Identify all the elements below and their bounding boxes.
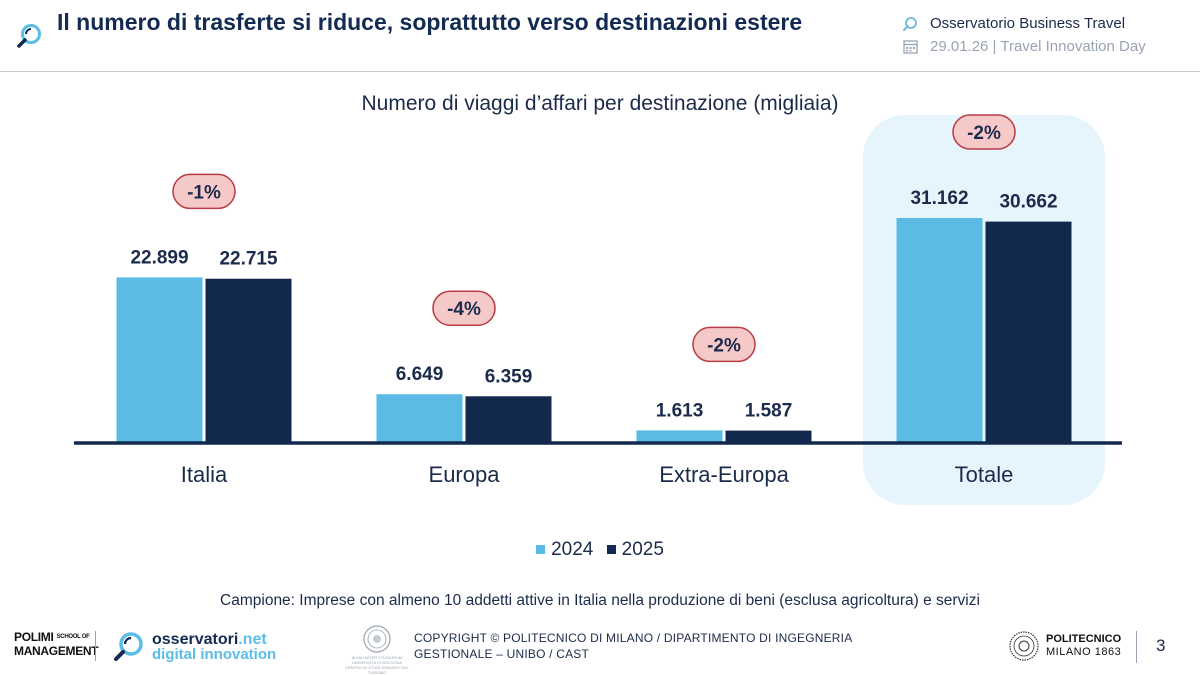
page-number: 3 (1156, 636, 1166, 655)
legend-label-2025: 2025 (621, 538, 664, 560)
header-info: Osservatorio Business Travel 29.01.26 | … (900, 12, 1146, 58)
copyright-line1: COPYRIGHT © POLITECNICO DI MILANO / DIPA… (414, 631, 853, 645)
copyright-line2: GESTIONALE – UNIBO / CAST (414, 647, 590, 661)
magnifier-logo-icon (114, 632, 143, 661)
politecnico-line1: POLITECNICO (1046, 633, 1122, 645)
category-label: Totale (955, 462, 1014, 487)
bar-2024-europa (376, 394, 463, 442)
polimi-school-logo: POLIMI SCHOOL OF MANAGEMENT (14, 630, 99, 658)
category-label: Italia (181, 462, 228, 487)
bar-2024-totale (896, 218, 983, 442)
change-label: -2% (707, 335, 741, 356)
unibo-line2: UNIVERSITÀ DI BOLOGNA (351, 660, 402, 665)
bar-2025-europa (465, 396, 552, 442)
osservatori-name: osservatori (152, 631, 239, 648)
data-label: 1.587 (745, 401, 793, 422)
unibo-line1: ALMA MATER STUDIORUM (351, 655, 403, 660)
bar-2025-totale (985, 221, 1072, 442)
legend-swatch-2025 (606, 545, 616, 554)
polimi-line1: POLIMI (14, 630, 54, 644)
event-date: 29.01.26 | Travel Innovation Day (930, 38, 1146, 55)
osservatori-tagline: digital innovation (152, 646, 277, 663)
data-label: 1.613 (656, 400, 704, 421)
chart-legend: 2024 2025 (0, 538, 1200, 561)
legend-item-2024: 2024 (536, 539, 593, 561)
polimi-school-of: SCHOOL OF (56, 634, 90, 640)
data-label: 31.162 (910, 188, 968, 209)
category-label: Europa (429, 462, 501, 487)
calendar-icon (903, 39, 918, 54)
politecnico-line2: MILANO 1863 (1046, 646, 1122, 658)
change-label: -2% (967, 123, 1001, 144)
page-title: Il numero di trasferte si riduce, soprat… (57, 9, 803, 35)
change-badge (692, 326, 756, 363)
polimi-line2: MANAGEMENT (14, 644, 99, 658)
change-badge (432, 290, 496, 326)
footer-divider (95, 631, 96, 661)
unibo-line3: CENTRO DI STUDI AVANZATI SUL TURISMO (345, 665, 409, 675)
politecnico-seal-icon (1009, 631, 1039, 661)
bar-2025-italia (205, 278, 292, 442)
observatory-name: Osservatorio Business Travel (930, 15, 1126, 32)
data-label: 22.899 (130, 247, 188, 268)
copyright-text: COPYRIGHT © POLITECNICO DI MILANO / DIPA… (414, 630, 852, 662)
change-label: -4% (447, 299, 481, 320)
magnifier-logo-icon (17, 24, 41, 48)
unibo-seal-icon (363, 625, 391, 653)
data-label: 22.715 (219, 249, 278, 270)
header-divider (0, 71, 1200, 72)
change-badge (952, 114, 1016, 150)
politecnico-logo: POLITECNICO MILANO 1863 (1008, 630, 1121, 662)
legend-item-2025: 2025 (606, 538, 664, 561)
chart-title: Numero di viaggi d’affari per destinazio… (361, 92, 839, 115)
change-label: -1% (187, 182, 221, 203)
footer-divider (1136, 631, 1137, 663)
change-badge (172, 173, 236, 210)
bar-2024-extra-europa (636, 430, 723, 442)
data-label: 30.662 (999, 192, 1057, 213)
legend-swatch-2024 (536, 545, 546, 554)
osservatori-logo: osservatori.net digital innovation (112, 630, 276, 664)
sample-note: Campione: Imprese con almeno 10 addetti … (220, 592, 980, 609)
category-label: Extra-Europa (659, 462, 789, 487)
unibo-logo: ALMA MATER STUDIORUM UNIVERSITÀ DI BOLOG… (342, 624, 412, 675)
search-icon (903, 16, 917, 31)
bar-2025-extra-europa (725, 430, 812, 442)
osservatori-tld: .net (238, 631, 267, 648)
data-label: 6.359 (485, 366, 533, 387)
data-label: 6.649 (396, 364, 444, 385)
legend-label-2024: 2024 (551, 538, 594, 560)
bar-2024-italia (116, 277, 203, 442)
